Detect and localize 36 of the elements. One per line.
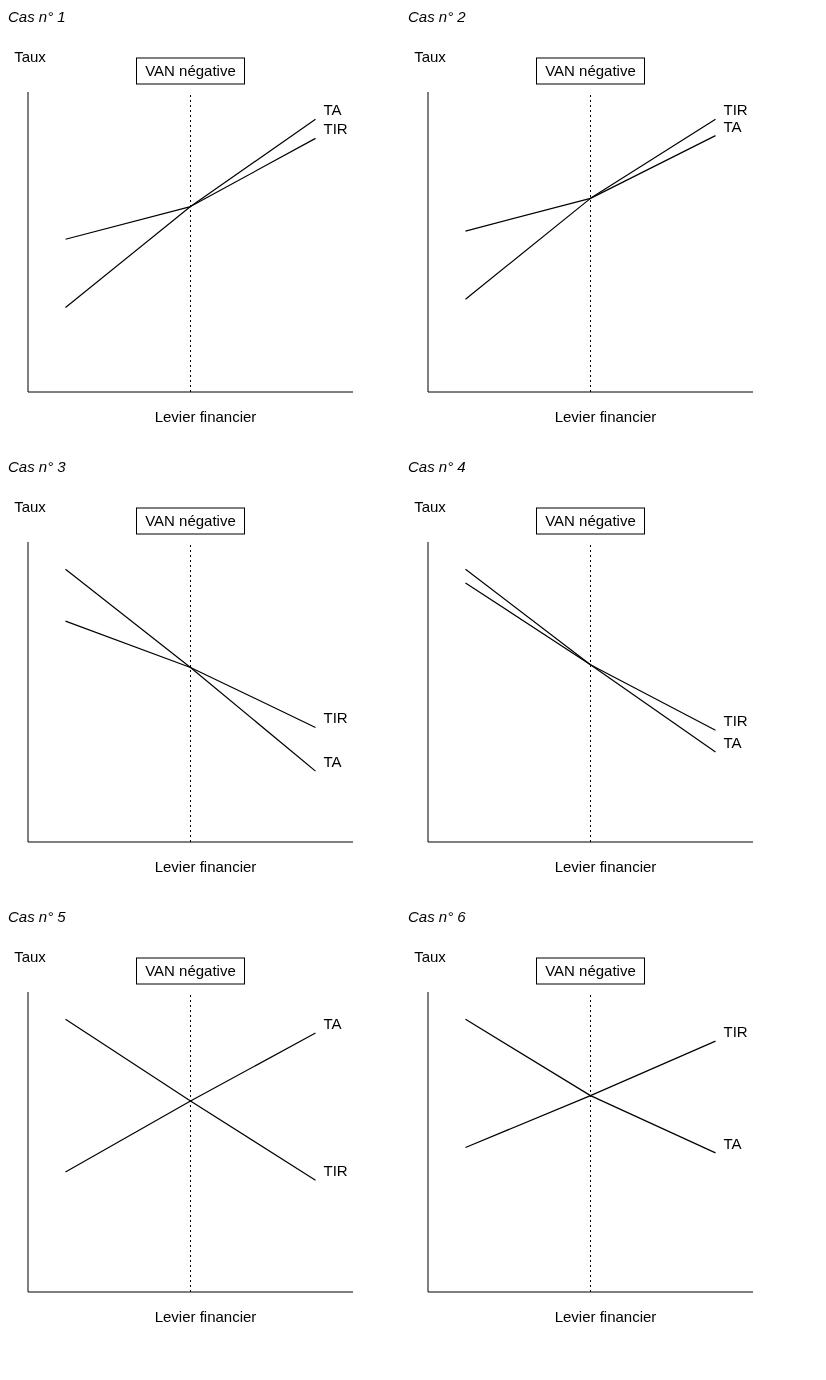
chart-title: Cas n° 5 [8,908,67,927]
text: VAN négative [145,962,236,979]
series-label: TIR [723,101,748,119]
series-label: TA [723,734,742,751]
series-label: TIR [723,1023,748,1041]
text: VAN négative [545,962,636,979]
x-axis-title: Levier financier [153,408,258,425]
series-label: TA [323,1014,342,1032]
series-label: TA [723,117,742,135]
y-axis-title: Taux [414,948,447,965]
y-axis-title: Taux [414,48,447,65]
y-axis-title: Taux [14,48,47,65]
x-axis-title: Levier financier [553,858,658,875]
chart-title: Cas n° 1 [8,8,67,27]
x-axis-title: Levier financier [153,1308,258,1325]
y-axis-title: Taux [14,498,47,515]
series-label: TA [323,101,342,119]
y-axis-title: Taux [14,948,47,965]
chart-title: Cas n° 6 [408,908,467,927]
text: VAN négative [145,62,236,79]
text: VAN négative [545,62,636,79]
series-label: TIR [323,120,348,138]
series-label: TIR [723,712,748,730]
series-label: TA [723,1134,742,1152]
y-axis-title: Taux [414,498,447,515]
chart-title: Cas n° 3 [8,458,67,477]
chart-title: Cas n° 2 [408,8,467,27]
series-label: TA [323,753,342,771]
series-label: TIR [323,709,348,727]
text: VAN négative [145,512,236,529]
chart-title: Cas n° 4 [408,458,467,477]
series-label: TIR [323,1162,348,1180]
x-axis-title: Levier financier [553,1308,658,1325]
x-axis-title: Levier financier [553,408,658,425]
text: VAN négative [545,512,636,529]
x-axis-title: Levier financier [153,858,258,875]
